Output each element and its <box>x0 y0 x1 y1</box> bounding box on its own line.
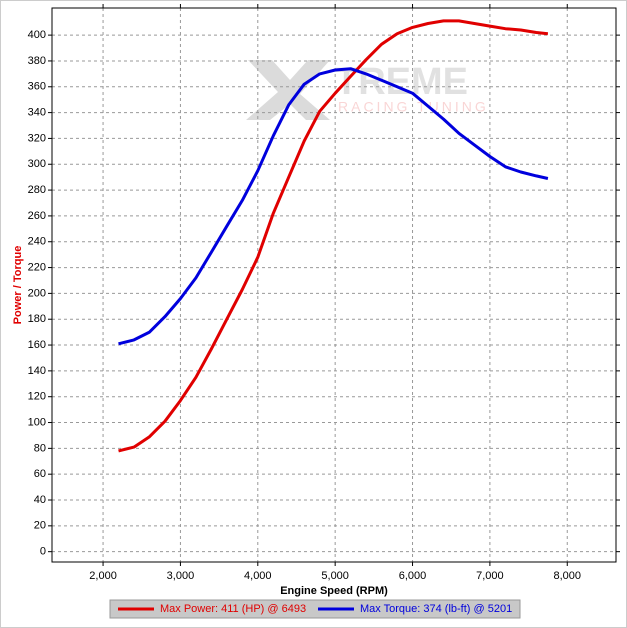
x-tick-label: 8,000 <box>553 570 581 582</box>
y-tick-label: 120 <box>28 391 46 403</box>
y-tick-label: 80 <box>34 442 46 454</box>
y-tick-label: 280 <box>28 184 46 196</box>
x-tick-label: 5,000 <box>321 570 349 582</box>
y-tick-label: 40 <box>34 494 46 506</box>
series-line <box>118 19 549 453</box>
y-tick-label: 240 <box>28 236 46 248</box>
y-tick-label: 320 <box>28 132 46 144</box>
legend-label: Max Power: 411 (HP) @ 6493 <box>160 603 306 615</box>
watermark: TREME RACING TUNING <box>246 60 489 120</box>
y-tick-label: 400 <box>28 29 46 41</box>
y-tick-label: 300 <box>28 158 46 170</box>
x-tick-label: 2,000 <box>89 570 117 582</box>
y-axis-label: Power / Torque <box>12 246 24 325</box>
y-tick-label: 140 <box>28 365 46 377</box>
legend-label: Max Torque: 374 (lb-ft) @ 5201 <box>360 603 512 615</box>
x-tick-label: 4,000 <box>244 570 272 582</box>
y-tick-label: 60 <box>34 468 46 480</box>
y-tick-label: 200 <box>28 287 46 299</box>
y-tick-label: 160 <box>28 339 46 351</box>
y-tick-label: 380 <box>28 55 46 67</box>
x-tick-label: 6,000 <box>399 570 427 582</box>
legend-box <box>109 599 521 619</box>
y-tick-label: 360 <box>28 81 46 93</box>
series-line <box>118 67 549 346</box>
y-tick-label: 0 <box>40 546 46 558</box>
x-tick-label: 7,000 <box>476 570 504 582</box>
y-tick-label: 20 <box>34 520 46 532</box>
y-tick-label: 180 <box>28 313 46 325</box>
y-tick-label: 100 <box>28 416 46 428</box>
x-axis-label: Engine Speed (RPM) <box>280 585 388 597</box>
x-tick-label: 3,000 <box>167 570 195 582</box>
y-tick-label: 260 <box>28 210 46 222</box>
watermark-logo <box>246 60 330 120</box>
watermark-brand: TREME <box>335 61 468 103</box>
plot-frame <box>51 7 617 563</box>
y-tick-label: 340 <box>28 107 46 119</box>
watermark-tagline: RACING TUNING <box>338 99 489 115</box>
y-tick-label: 220 <box>28 261 46 273</box>
